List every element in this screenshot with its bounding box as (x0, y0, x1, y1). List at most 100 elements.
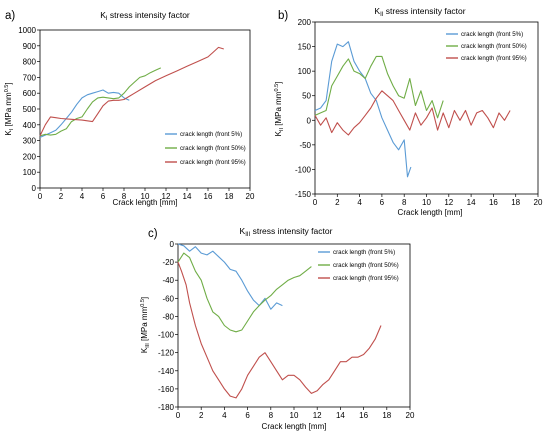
panel-a-x-tick-label: 4 (80, 192, 85, 201)
panel-a-x-tick-label: 20 (246, 192, 255, 201)
panel-c-x-tick-label: 12 (313, 411, 322, 420)
panel-a-y-tick-label: 300 (23, 137, 37, 146)
panel-c-y-ticks: -180 -160 -140 -120 -100 -80 -60 -40 -20 0 (158, 240, 178, 412)
panel-a-legend-label-1: crack length (front 5%) (180, 131, 242, 138)
panel-b-y-tick-label: 200 (298, 18, 312, 27)
panel-c-label: c) (148, 228, 158, 240)
panel-c-plot-area (177, 243, 411, 408)
panel-c-y-tick-label: -160 (158, 385, 175, 394)
panel-a-y-tick-label: 0 (32, 184, 37, 193)
panel-a-x-tick-label: 18 (225, 192, 234, 201)
panel-a-title: KI stress intensity factor (100, 10, 190, 22)
panel-a-chart: a) KI stress intensity factor 0 2 4 6 8 10 12 1… (4, 10, 255, 207)
panel-b-y-tick-label: 150 (298, 43, 312, 52)
panel-b-series-line-3 (314, 90, 511, 136)
panel-a-y-tick-label: 100 (23, 168, 37, 177)
panel-c-x-tick-label: 8 (269, 411, 274, 420)
panel-a-x-ticks: 0 2 4 6 8 10 12 14 16 18 20 (38, 188, 255, 201)
panel-a-y-tick-label: 800 (23, 58, 37, 67)
panel-c-y-tick-label: -100 (158, 331, 175, 340)
panel-c-x-tick-label: 10 (290, 411, 299, 420)
panel-b-y-axis-label: KII [MPa mm0.5] (274, 82, 285, 137)
panel-b-x-tick-label: 18 (511, 198, 520, 207)
panel-a-y-tick-label: 500 (23, 105, 37, 114)
panel-a-series-line-3 (39, 46, 224, 137)
panel-a-plot-area (39, 29, 251, 189)
panel-c-x-tick-label: 4 (222, 411, 227, 420)
panel-b-y-ticks: -150 -100 -50 0 50 100 150 200 (295, 18, 315, 199)
panel-c-chart: c) KIII stress intensity factor 0 2 4 6 8 10 1… (140, 226, 415, 431)
panel-c-y-tick-label: -60 (162, 294, 174, 303)
panel-a-series-lines (39, 46, 224, 138)
panel-b-legend-label-3: crack length (front 95%) (461, 55, 527, 62)
panel-a-x-tick-label: 14 (183, 192, 192, 201)
panel-c-y-axis-label: KIII [MPa mm0.5] (140, 297, 151, 353)
panel-b-y-tick-label: 50 (302, 92, 311, 101)
panel-a-y-axis-label: KI [MPa mm0.5] (4, 82, 15, 135)
panel-a-x-tick-label: 2 (59, 192, 64, 201)
panel-c-legend-label-3: crack length (front 95%) (333, 275, 399, 282)
panel-a-legend-label-3: crack length (front 95%) (180, 159, 246, 166)
panel-a-y-tick-label: 600 (23, 89, 37, 98)
panel-a-series-line-2 (39, 67, 162, 137)
panel-b-y-tick-label: -100 (295, 165, 312, 174)
panel-c-x-tick-label: 20 (406, 411, 415, 420)
panel-b-x-tick-label: 4 (357, 198, 362, 207)
panel-b-y-tick-label: -150 (295, 190, 312, 199)
panel-b-x-tick-label: 14 (467, 198, 476, 207)
panel-b-x-tick-label: 16 (489, 198, 498, 207)
panel-c-x-tick-label: 18 (382, 411, 391, 420)
panel-c-series-line-1 (177, 243, 283, 310)
panel-c-y-tick-label: 0 (170, 240, 175, 249)
panel-b-plot-area (314, 21, 539, 195)
panel-b-title: KII stress intensity factor (374, 6, 465, 18)
panel-b-x-tick-label: 8 (402, 198, 407, 207)
panel-c-y-tick-label: -80 (162, 312, 174, 321)
panel-c-x-tick-label: 6 (245, 411, 250, 420)
panel-a-series-line-1 (39, 89, 130, 138)
panel-c-x-tick-label: 14 (336, 411, 345, 420)
panel-b-x-axis-label: Crack length [mm] (398, 208, 463, 217)
panel-b-x-tick-label: 6 (380, 198, 385, 207)
panel-c-x-ticks: 0 2 4 6 8 10 12 14 16 18 20 (176, 407, 415, 420)
panel-a-y-tick-label: 200 (23, 152, 37, 161)
panel-b-y-tick-label: -50 (299, 141, 311, 150)
panel-a-x-tick-label: 12 (162, 192, 171, 201)
panel-a-y-tick-label: 1000 (18, 26, 36, 35)
panel-a-x-tick-label: 8 (122, 192, 127, 201)
panel-a-legend: crack length (front 5%) crack length (fro… (165, 131, 246, 166)
panel-a-x-tick-label: 16 (204, 192, 213, 201)
panel-a-x-tick-label: 10 (141, 192, 150, 201)
panel-c-y-tick-label: -20 (162, 258, 174, 267)
panel-c-x-tick-label: 0 (176, 411, 181, 420)
panel-b-legend-label-1: crack length (front 5%) (461, 31, 523, 38)
panel-a-label: a) (5, 10, 15, 22)
panel-b-label: b) (278, 10, 288, 22)
panel-b-x-tick-label: 2 (335, 198, 340, 207)
panel-b-x-tick-label: 20 (534, 198, 543, 207)
panel-b-series-line-2 (314, 55, 444, 119)
panel-a-x-tick-label: 0 (38, 192, 43, 201)
panel-b-y-tick-label: 100 (298, 67, 312, 76)
panel-a-y-tick-label: 900 (23, 42, 37, 51)
panel-a-y-ticks: 0 100 200 300 400 500 600 700 800 900 1000 (18, 26, 40, 193)
panel-b-y-tick-label: 0 (307, 116, 312, 125)
panel-b-chart: b) KII stress intensity factor 0 2 4 6 8 10 12… (274, 6, 543, 217)
panel-c-series-line-2 (177, 252, 312, 333)
panel-c-legend: crack length (front 5%) crack length (fro… (318, 249, 399, 282)
panel-c-series-lines (177, 243, 382, 399)
panel-a-y-tick-label: 400 (23, 121, 37, 130)
panel-c-title: KIII stress intensity factor (240, 226, 333, 238)
panel-a-x-tick-label: 6 (101, 192, 106, 201)
panel-c-legend-label-1: crack length (front 5%) (333, 249, 395, 256)
panel-b-x-tick-label: 10 (422, 198, 431, 207)
panel-c-y-tick-label: -180 (158, 403, 175, 412)
panel-c-series-line-3 (177, 261, 382, 399)
panel-a-x-axis-label: Crack length [mm] (113, 198, 178, 207)
panel-c-x-axis-label: Crack length [mm] (262, 422, 327, 431)
panel-c-x-tick-label: 16 (359, 411, 368, 420)
panel-c-y-tick-label: -140 (158, 367, 175, 376)
panel-b-series-lines (314, 41, 511, 178)
panel-b-legend: crack length (front 5%) crack length (fro… (446, 31, 527, 62)
